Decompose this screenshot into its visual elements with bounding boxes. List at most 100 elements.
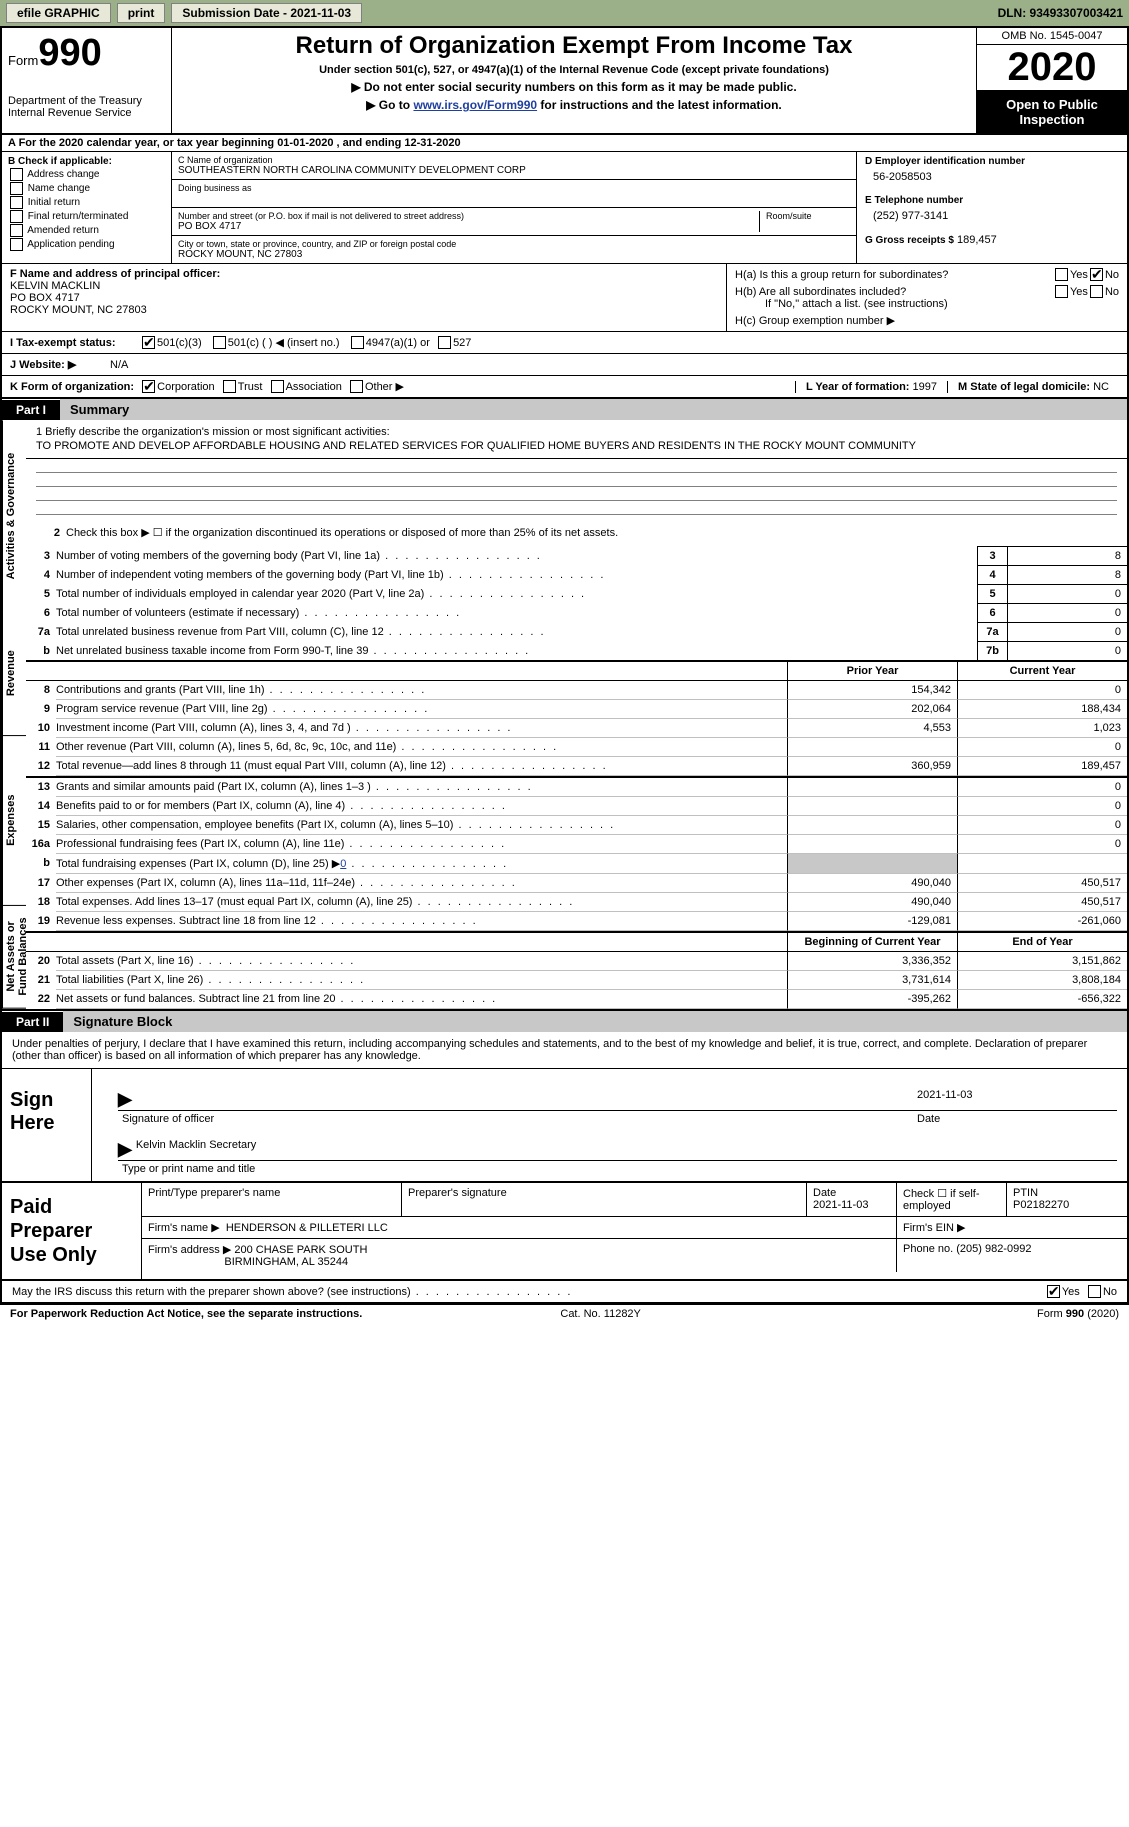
discuss-yes-checkbox[interactable] <box>1047 1285 1060 1298</box>
part1-label: Part I <box>2 400 60 420</box>
summary-line: 5Total number of individuals employed in… <box>26 584 1127 603</box>
box-b-option[interactable]: Name change <box>8 182 165 195</box>
top-toolbar: efile GRAPHIC print Submission Date - 20… <box>0 0 1129 26</box>
ha-label: H(a) Is this a group return for subordin… <box>735 269 1053 281</box>
summary-line: 20Total assets (Part X, line 16)3,336,35… <box>26 952 1127 971</box>
tax-year-row: A For the 2020 calendar year, or tax yea… <box>2 135 1127 152</box>
summary-line: 13Grants and similar amounts paid (Part … <box>26 778 1127 797</box>
tax-year: 2020 <box>977 45 1127 91</box>
prep-date-label: Date <box>813 1187 890 1199</box>
vtab-netassets: Net Assets or Fund Balances <box>2 906 26 1009</box>
form-note-2: ▶ Go to www.irs.gov/Form990 for instruct… <box>180 98 968 112</box>
mission-label: 1 Briefly describe the organization's mi… <box>36 426 1117 438</box>
gross-value: 189,457 <box>957 234 997 246</box>
ptin-value: P02182270 <box>1013 1199 1121 1211</box>
korg-corp-checkbox[interactable] <box>142 380 155 393</box>
summary-line: 14Benefits paid to or for members (Part … <box>26 797 1127 816</box>
firm-addr1: 200 CHASE PARK SOUTH <box>234 1244 367 1256</box>
summary-line: 4Number of independent voting members of… <box>26 565 1127 584</box>
state-label: M State of legal domicile: <box>958 381 1090 393</box>
identity-grid: B Check if applicable: Address change Na… <box>2 152 1127 264</box>
sig-officer-label: Signature of officer <box>122 1113 917 1125</box>
state-value: NC <box>1093 381 1109 393</box>
street-label: Number and street (or P.O. box if mail i… <box>178 211 753 221</box>
form-number: 990 <box>38 32 101 74</box>
part2-label: Part II <box>2 1012 63 1032</box>
summary-line: 9Program service revenue (Part VIII, lin… <box>26 700 1127 719</box>
korg-label: K Form of organization: <box>10 381 134 393</box>
korg-assoc-checkbox[interactable] <box>271 380 284 393</box>
prep-selfemp-label: Check ☐ if self-employed <box>897 1183 1007 1216</box>
open-inspection: Open to Public Inspection <box>977 91 1127 133</box>
hb-label: H(b) Are all subordinates included? <box>735 286 1053 298</box>
firm-phone-value: (205) 982-0992 <box>956 1243 1031 1255</box>
summary-line: 3Number of voting members of the governi… <box>26 546 1127 565</box>
print-button[interactable]: print <box>117 3 166 23</box>
line-link[interactable]: 0 <box>340 858 346 870</box>
ha-no-checkbox[interactable] <box>1090 268 1103 281</box>
phone-label: E Telephone number <box>865 195 1119 206</box>
fgh-row: F Name and address of principal officer:… <box>2 264 1127 332</box>
city-value: ROCKY MOUNT, NC 27803 <box>178 249 850 260</box>
website-value: N/A <box>110 359 128 371</box>
box-b-option[interactable]: Address change <box>8 168 165 181</box>
header-center: Return of Organization Exempt From Incom… <box>172 28 977 133</box>
prior-year-header: Prior Year <box>787 662 957 680</box>
discuss-text: May the IRS discuss this return with the… <box>12 1286 572 1298</box>
room-label: Room/suite <box>766 211 850 221</box>
box-b-option[interactable]: Amended return <box>8 224 165 237</box>
status-501c-checkbox[interactable] <box>213 336 226 349</box>
prep-sig-label: Preparer's signature <box>408 1187 800 1199</box>
summary-line: 19Revenue less expenses. Subtract line 1… <box>26 912 1127 931</box>
org-form-row: K Form of organization: Corporation Trus… <box>2 376 1127 399</box>
hb-yes-checkbox[interactable] <box>1055 285 1068 298</box>
korg-other-checkbox[interactable] <box>350 380 363 393</box>
submission-date: Submission Date - 2021-11-03 <box>171 3 362 23</box>
officer-addr1: PO BOX 4717 <box>10 292 718 304</box>
name-type-label: Type or print name and title <box>122 1163 1117 1175</box>
box-b-option[interactable]: Initial return <box>8 196 165 209</box>
signature-intro: Under penalties of perjury, I declare th… <box>2 1032 1127 1069</box>
header-right: OMB No. 1545-0047 2020 Open to Public In… <box>977 28 1127 133</box>
summary-line: 21Total liabilities (Part X, line 26)3,7… <box>26 971 1127 990</box>
discuss-no-checkbox[interactable] <box>1088 1285 1101 1298</box>
summary-line: 12Total revenue—add lines 8 through 11 (… <box>26 757 1127 776</box>
firm-name-value: HENDERSON & PILLETERI LLC <box>226 1222 388 1234</box>
box-b-title: B Check if applicable: <box>8 156 165 167</box>
prep-name-label: Print/Type preparer's name <box>148 1187 395 1199</box>
vtab-expenses: Expenses <box>2 736 26 906</box>
mission-block: 1 Briefly describe the organization's mi… <box>26 420 1127 459</box>
status-527-checkbox[interactable] <box>438 336 451 349</box>
summary-line: 16aProfessional fundraising fees (Part I… <box>26 835 1127 854</box>
summary-line: 22Net assets or fund balances. Subtract … <box>26 990 1127 1009</box>
status-4947-checkbox[interactable] <box>351 336 364 349</box>
city-label: City or town, state or province, country… <box>178 239 850 249</box>
summary-line: 17Other expenses (Part IX, column (A), l… <box>26 874 1127 893</box>
part2-header: Part II Signature Block <box>2 1011 1127 1032</box>
summary-line: 18Total expenses. Add lines 13–17 (must … <box>26 893 1127 912</box>
line-2-text: Check this box ▶ ☐ if the organization d… <box>66 523 1117 542</box>
summary-line: bTotal fundraising expenses (Part IX, co… <box>26 854 1127 874</box>
hc-label: H(c) Group exemption number ▶ <box>735 314 1119 327</box>
summary-line: 10Investment income (Part VIII, column (… <box>26 719 1127 738</box>
part1-title: Summary <box>60 399 1127 420</box>
org-name: SOUTHEASTERN NORTH CAROLINA COMMUNITY DE… <box>178 165 850 176</box>
ein-value: 56-2058503 <box>873 171 1119 183</box>
ruled-line <box>36 487 1117 501</box>
status-501c3-checkbox[interactable] <box>142 336 155 349</box>
current-year-header: Current Year <box>957 662 1127 680</box>
box-b-option[interactable]: Final return/terminated <box>8 210 165 223</box>
box-h: H(a) Is this a group return for subordin… <box>727 264 1127 331</box>
ruled-line <box>36 473 1117 487</box>
hb-no-checkbox[interactable] <box>1090 285 1103 298</box>
irs-link[interactable]: www.irs.gov/Form990 <box>413 98 537 112</box>
dept-label: Department of the Treasury Internal Reve… <box>8 95 165 119</box>
ha-yes-checkbox[interactable] <box>1055 268 1068 281</box>
korg-trust-checkbox[interactable] <box>223 380 236 393</box>
ruled-line <box>36 501 1117 515</box>
tax-status-row: I Tax-exempt status: 501(c)(3) 501(c) ( … <box>2 332 1127 354</box>
preparer-label: Paid Preparer Use Only <box>2 1183 142 1279</box>
bcy-header: Beginning of Current Year <box>787 933 957 951</box>
efile-button[interactable]: efile GRAPHIC <box>6 3 111 23</box>
box-b-option[interactable]: Application pending <box>8 238 165 251</box>
